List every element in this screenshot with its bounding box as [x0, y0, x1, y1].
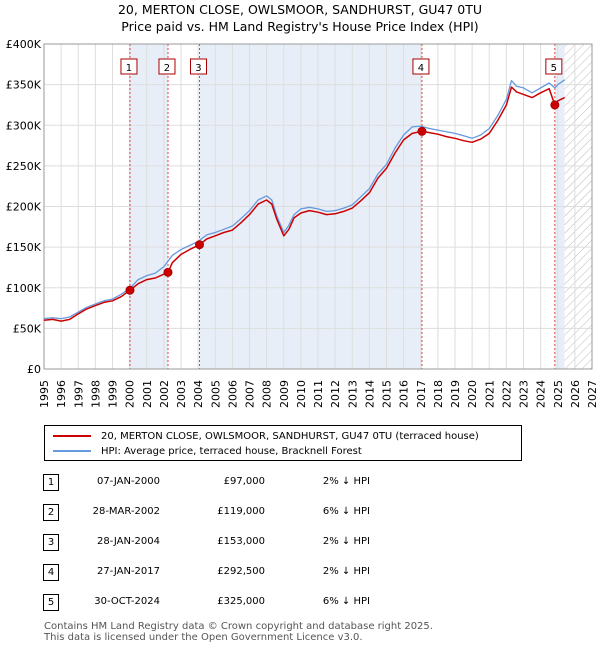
sale-label: 3 — [195, 63, 201, 74]
y-tick-label: £250K — [6, 160, 42, 173]
sale-date: 30-OCT-2024 — [94, 596, 160, 607]
sale-label: 2 — [164, 63, 170, 74]
sale-date: 28-MAR-2002 — [92, 506, 160, 517]
x-tick-label: 2007 — [244, 380, 257, 408]
x-tick-label: 2018 — [432, 380, 445, 408]
x-tick-label: 2027 — [586, 380, 599, 408]
sale-date: 07-JAN-2000 — [96, 476, 160, 487]
x-tick-label: 2013 — [346, 380, 359, 408]
y-tick-label: £400K — [6, 38, 42, 51]
sale-hpi-diff: 6% ↓ HPI — [322, 596, 370, 607]
sale-price: £292,500 — [217, 566, 265, 577]
x-tick-label: 2026 — [569, 380, 582, 408]
legend-swatch-hpi — [53, 450, 91, 452]
price-paid-line — [43, 86, 565, 322]
table-row: 5 30-OCT-2024 £325,000 6% ↓ HPI — [0, 594, 600, 614]
sale-label: 5 — [551, 63, 557, 74]
legend-item-hpi: HPI: Average price, terraced house, Brac… — [53, 444, 362, 458]
table-row: 1 07-JAN-2000 £97,000 2% ↓ HPI — [0, 474, 600, 494]
sale-marker — [125, 285, 135, 295]
sale-marker — [550, 100, 560, 110]
sale-label: 4 — [418, 63, 424, 74]
chart-subtitle: Price paid vs. HM Land Registry's House … — [121, 19, 479, 34]
x-tick-label: 1999 — [107, 380, 120, 408]
y-tick-label: £150K — [6, 241, 42, 254]
price-chart: 1 2 3 4 5 £0 £50K £100K £150K £200K £250K £300K £350… — [6, 38, 599, 408]
sale-hpi-diff: 2% ↓ HPI — [322, 566, 370, 577]
sale-price: £97,000 — [223, 476, 265, 487]
hpi-line — [43, 79, 565, 320]
table-row: 4 27-JAN-2017 £292,500 2% ↓ HPI — [0, 564, 600, 584]
sale-hpi-diff: 2% ↓ HPI — [322, 536, 370, 547]
x-tick-label: 2015 — [381, 380, 394, 408]
chart-title: 20, MERTON CLOSE, OWLSMOOR, SANDHURST, G… — [117, 2, 483, 17]
x-tick-label: 2008 — [261, 380, 274, 408]
sale-date: 27-JAN-2017 — [96, 566, 160, 577]
sale-label-box — [158, 58, 176, 75]
table-row: 3 28-JAN-2004 £153,000 2% ↓ HPI — [0, 534, 600, 554]
x-tick-label: 2010 — [295, 380, 308, 408]
x-tick-label: 2019 — [449, 380, 462, 408]
x-tick-label: 2023 — [518, 380, 531, 408]
sale-label: 1 — [126, 63, 132, 74]
legend: 20, MERTON CLOSE, OWLSMOOR, SANDHURST, G… — [44, 425, 522, 461]
sale-date: 28-JAN-2004 — [96, 536, 160, 547]
sale-marker — [163, 267, 173, 277]
x-tick-label: 2004 — [192, 380, 205, 408]
table-row: 2 28-MAR-2002 £119,000 6% ↓ HPI — [0, 504, 600, 524]
sale-marker — [417, 126, 427, 136]
sale-number-badge: 5 — [43, 594, 59, 611]
y-tick-label: £350K — [6, 79, 42, 92]
sale-number-badge: 1 — [43, 474, 59, 491]
sale-price: £119,000 — [217, 506, 265, 517]
sale-number-badge: 4 — [43, 564, 59, 581]
legend-label-hpi: HPI: Average price, terraced house, Brac… — [101, 445, 362, 457]
sale-label-box — [545, 58, 563, 75]
x-tick-label: 2009 — [278, 380, 291, 408]
sale-label-box — [120, 58, 138, 75]
x-tick-label: 2005 — [209, 380, 222, 408]
x-tick-label: 2020 — [466, 380, 479, 408]
x-tick-label: 2006 — [226, 380, 239, 408]
legend-item-property: 20, MERTON CLOSE, OWLSMOOR, SANDHURST, G… — [53, 429, 479, 443]
sale-hpi-diff: 6% ↓ HPI — [322, 506, 370, 517]
x-tick-label: 2011 — [312, 380, 325, 408]
y-tick-label: £50K — [13, 322, 42, 335]
y-tick-label: £0 — [27, 363, 41, 376]
x-tick-label: 2016 — [398, 380, 411, 408]
sale-price: £325,000 — [217, 596, 265, 607]
x-tick-label: 2000 — [124, 380, 137, 408]
x-tick-label: 2017 — [415, 380, 428, 408]
sale-label-box — [189, 58, 207, 75]
x-tick-label: 2001 — [141, 380, 154, 408]
x-tick-label: 2014 — [363, 380, 376, 408]
x-tick-label: 2025 — [552, 380, 565, 408]
y-tick-label: £100K — [6, 282, 42, 295]
y-tick-label: £300K — [6, 119, 42, 132]
x-tick-label: 1997 — [72, 380, 85, 408]
sale-number-badge: 3 — [43, 534, 59, 551]
sale-hpi-diff: 2% ↓ HPI — [322, 476, 370, 487]
x-tick-label: 2003 — [175, 380, 188, 408]
x-tick-label: 2021 — [483, 380, 496, 408]
copyright-notice: Contains HM Land Registry data © Crown c… — [44, 621, 433, 632]
sale-price: £153,000 — [217, 536, 265, 547]
y-tick-label: £200K — [6, 201, 42, 214]
plot-frame — [43, 43, 593, 370]
x-tick-label: 2002 — [158, 380, 171, 408]
sale-number-badge: 2 — [43, 504, 59, 521]
x-tick-label: 2012 — [329, 380, 342, 408]
x-tick-label: 1998 — [89, 380, 102, 408]
x-tick-label: 1995 — [38, 380, 51, 408]
sale-marker — [194, 240, 204, 250]
sale-label-box — [412, 58, 430, 75]
x-tick-label: 1996 — [55, 380, 68, 408]
x-tick-label: 2022 — [500, 380, 513, 408]
licence-notice: This data is licensed under the Open Gov… — [44, 632, 363, 643]
legend-label-property: 20, MERTON CLOSE, OWLSMOOR, SANDHURST, G… — [101, 430, 479, 442]
legend-swatch-property — [53, 435, 91, 437]
x-tick-label: 2024 — [535, 380, 548, 408]
